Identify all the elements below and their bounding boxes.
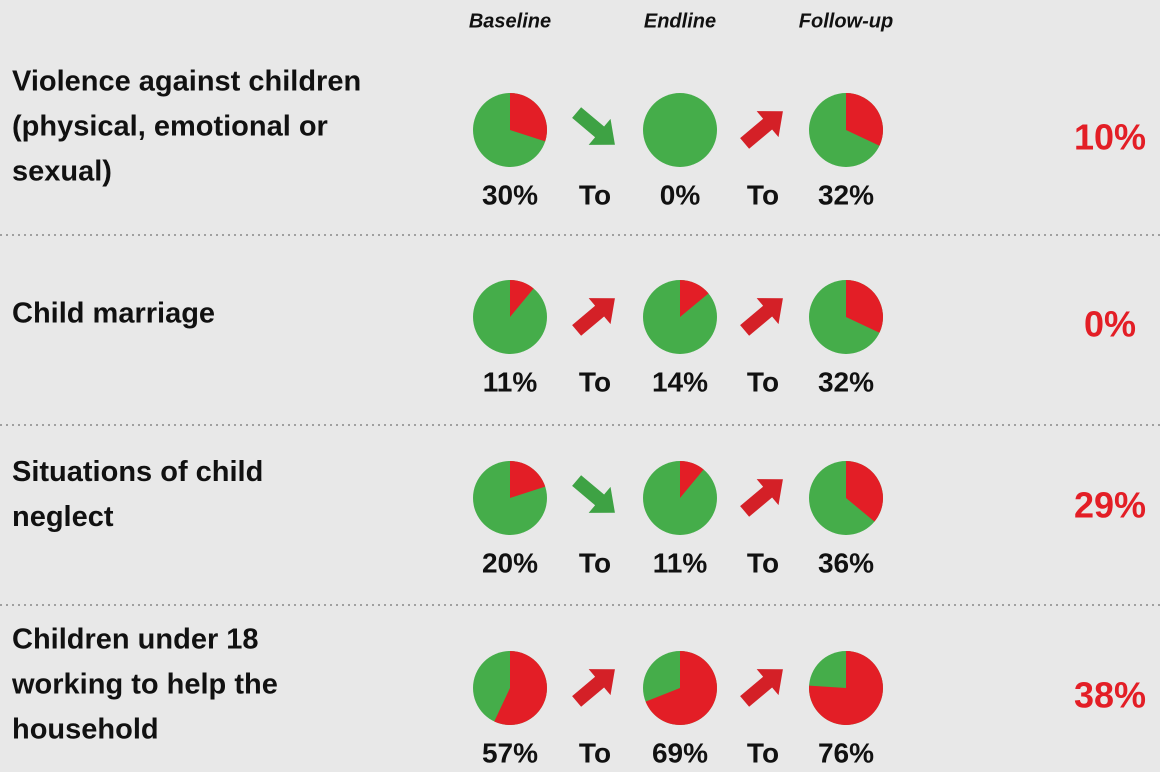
- trend-arrow: [572, 669, 615, 707]
- arrow-shape: [740, 298, 783, 336]
- row-label: working to help the: [11, 669, 278, 701]
- pie-slice: [645, 651, 718, 725]
- arrow-shape: [740, 111, 783, 149]
- value-label: 11%: [653, 547, 708, 578]
- arrow-shape: [572, 107, 615, 145]
- column-header: Follow-up: [799, 10, 893, 32]
- change-value: 0%: [1084, 304, 1136, 345]
- trend-arrow: [740, 298, 783, 336]
- connector: To: [579, 737, 611, 768]
- connector: To: [579, 366, 611, 397]
- trend-arrow: [740, 479, 783, 517]
- arrow-shape: [572, 669, 615, 707]
- value-label: 76%: [818, 737, 874, 768]
- connector: To: [579, 179, 611, 210]
- pie-slice: [510, 93, 547, 142]
- connector: To: [747, 547, 779, 578]
- pie-slice: [846, 460, 884, 522]
- arrow-shape: [740, 669, 783, 707]
- value-label: 57%: [482, 737, 538, 768]
- change-value: 10%: [1074, 117, 1146, 158]
- pie-slice: [809, 651, 883, 725]
- pie-slice: [680, 461, 704, 498]
- pie-slice: [846, 93, 883, 146]
- connector: To: [747, 737, 779, 768]
- trend-arrow: [572, 298, 615, 336]
- value-label: 69%: [652, 737, 708, 768]
- change-value: 29%: [1074, 485, 1146, 526]
- pie-slice: [680, 280, 709, 317]
- connector: To: [747, 179, 779, 210]
- row-label: household: [12, 714, 159, 746]
- trend-arrow: [572, 475, 615, 513]
- value-label: 36%: [818, 547, 874, 578]
- value-label: 30%: [482, 179, 538, 210]
- row-label: Children under 18: [12, 624, 259, 656]
- value-label: 14%: [652, 366, 708, 397]
- pie-slice: [494, 651, 547, 725]
- column-header: Endline: [644, 10, 716, 32]
- value-label: 20%: [482, 547, 538, 578]
- value-label: 0%: [660, 179, 701, 210]
- connector: To: [747, 366, 779, 397]
- trend-arrow: [740, 111, 783, 149]
- arrow-shape: [572, 298, 615, 336]
- value-label: 32%: [818, 179, 874, 210]
- column-header: Baseline: [469, 10, 551, 32]
- trend-arrow: [740, 669, 783, 707]
- connector: To: [579, 547, 611, 578]
- change-value: 38%: [1074, 675, 1146, 716]
- trend-arrow: [572, 107, 615, 145]
- arrow-shape: [740, 479, 783, 517]
- pie-slice: [510, 280, 534, 317]
- pie-slice: [510, 461, 546, 498]
- row-label: Situations of child: [12, 456, 263, 488]
- row-label: neglect: [12, 501, 114, 533]
- arrow-shape: [572, 475, 615, 513]
- row-label: sexual): [12, 156, 112, 188]
- pie-base: [643, 93, 717, 167]
- pie-slice: [846, 280, 883, 333]
- value-label: 32%: [818, 366, 874, 397]
- row-label: Child marriage: [12, 298, 215, 330]
- row-label: Violence against children: [12, 66, 361, 98]
- value-label: 11%: [483, 366, 538, 397]
- row-label: (physical, emotional or: [12, 111, 328, 143]
